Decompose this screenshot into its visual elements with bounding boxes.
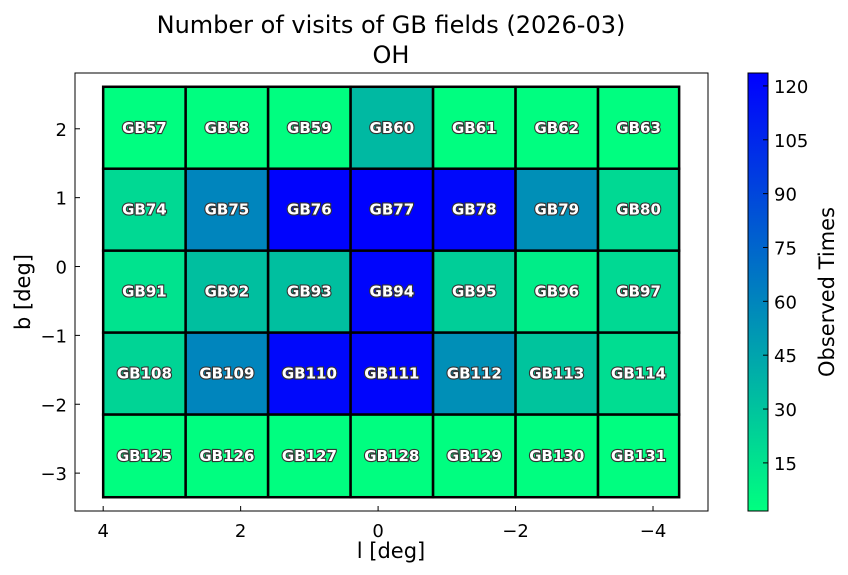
chart-subtitle: OH [373, 41, 410, 69]
y-tick-label: −3 [40, 464, 67, 485]
cell-label: GB125 [117, 447, 172, 465]
y-tick-label: 2 [56, 120, 67, 141]
cell-label: GB63 [616, 119, 661, 137]
cell-label: GB74 [122, 201, 167, 219]
cell-label: GB91 [122, 283, 167, 301]
cell-label: GB111 [364, 365, 419, 383]
cell-label: GB130 [529, 447, 584, 465]
cell-label: GB77 [370, 201, 415, 219]
cell-label: GB129 [447, 447, 502, 465]
colorbar-tick-label: 90 [774, 185, 797, 206]
cell-label: GB59 [287, 119, 332, 137]
colorbar-tick-label: 105 [774, 131, 808, 152]
heatmap-cell [266, 413, 352, 499]
colorbar-tick-label: 45 [774, 346, 797, 367]
cell-label: GB127 [282, 447, 337, 465]
heatmap-cell [514, 85, 600, 170]
chart-title: Number of visits of GB fields (2026-03) [157, 11, 626, 39]
colorbar-tick-label: 30 [774, 400, 797, 421]
heatmap-cell [596, 249, 681, 334]
y-tick-label: −1 [40, 326, 67, 347]
cell-label: GB110 [282, 365, 337, 383]
heatmap-cell [101, 85, 187, 170]
heatmap-cell [184, 85, 270, 170]
cell-label: GB93 [287, 283, 332, 301]
heatmap-cell [431, 249, 517, 334]
cell-label: GB76 [287, 201, 332, 219]
y-tick-label: −2 [40, 395, 67, 416]
x-tick-label: −2 [502, 521, 529, 542]
cell-label: GB92 [205, 283, 250, 301]
heatmap-cell [431, 167, 517, 252]
colorbar-tick-label: 15 [774, 454, 797, 475]
cell-label: GB96 [534, 283, 579, 301]
cell-label: GB62 [534, 119, 579, 137]
cell-label: GB75 [205, 201, 250, 219]
x-tick-label: −4 [640, 521, 667, 542]
colorbar-tick-label: 60 [774, 292, 797, 313]
heatmap-cell [266, 249, 352, 334]
heatmap-cell [514, 331, 600, 416]
colorbar-label: Observed Times [815, 207, 839, 377]
heatmap-cell [184, 249, 270, 334]
cell-label: GB108 [117, 365, 172, 383]
cell-label: GB57 [122, 119, 167, 137]
cell-label: GB113 [529, 365, 584, 383]
cell-label: GB126 [199, 447, 254, 465]
heatmap-cell [266, 167, 352, 252]
plot-frame [74, 72, 709, 512]
x-tick-label: 0 [372, 521, 383, 542]
heatmap-cell [596, 413, 681, 499]
x-axis-label: l [deg] [357, 539, 425, 563]
cell-label: GB94 [370, 283, 415, 301]
colorbar [747, 72, 769, 512]
cell-label: GB58 [205, 119, 250, 137]
cell-label: GB109 [199, 365, 254, 383]
heatmap-cell [184, 331, 270, 416]
heatmap-cell [101, 331, 187, 416]
cell-label: GB131 [611, 447, 666, 465]
x-tick-label: 2 [235, 521, 246, 542]
cell-label: GB60 [370, 119, 415, 137]
x-tick-label: 4 [97, 521, 108, 542]
cell-label: GB79 [534, 201, 579, 219]
colorbar-tick-label: 75 [774, 238, 797, 259]
cell-label: GB128 [364, 447, 419, 465]
cell-label: GB114 [611, 365, 666, 383]
cell-label: GB80 [616, 201, 661, 219]
y-tick-label: 1 [56, 189, 67, 210]
cell-label: GB61 [452, 119, 497, 137]
heatmap-cell [514, 249, 600, 334]
cell-label: GB95 [452, 283, 497, 301]
heatmap-cell [101, 413, 187, 499]
cell-label: GB97 [616, 283, 661, 301]
heatmap-cell [514, 413, 600, 499]
heatmap-cell [101, 167, 187, 252]
y-tick-label: 0 [56, 258, 67, 279]
heatmap-cell [596, 167, 681, 252]
cell-label: GB112 [447, 365, 502, 383]
colorbar-tick-label: 120 [774, 77, 808, 98]
cell-label: GB78 [452, 201, 497, 219]
y-axis-label: b [deg] [11, 254, 35, 330]
